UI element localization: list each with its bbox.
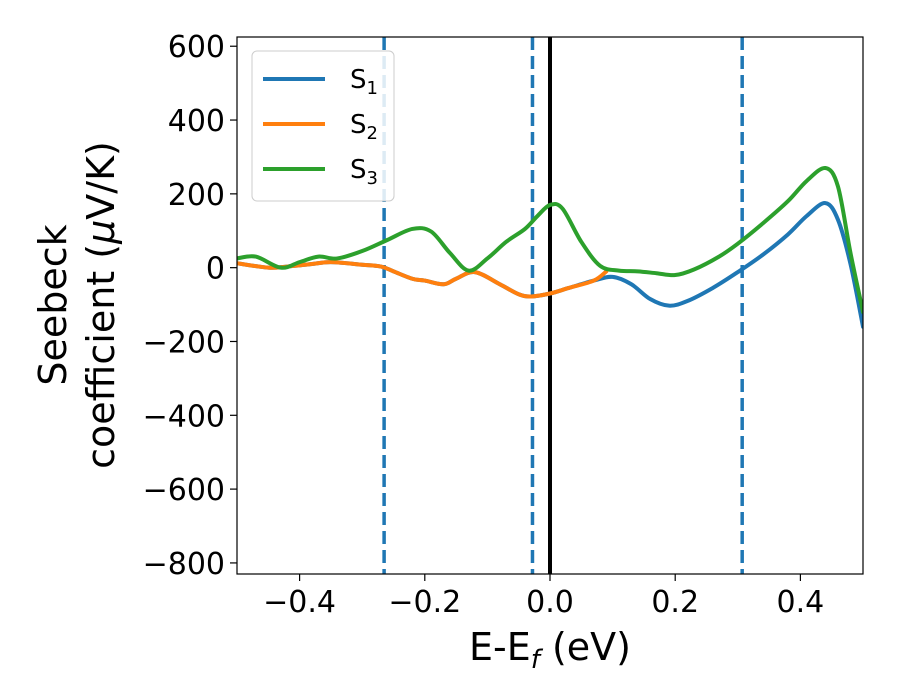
legend-label-base: S xyxy=(350,155,367,185)
y-tick-label: 600 xyxy=(168,30,225,65)
y-tick-label: −400 xyxy=(143,399,225,434)
x-axis-label: E-Ef (eV) xyxy=(469,625,631,675)
x-tick-label: 0.0 xyxy=(526,585,574,620)
legend-label-base: S xyxy=(350,65,367,95)
legend-label-sub: 3 xyxy=(367,168,378,189)
y-axis-label-mu: μ xyxy=(79,220,123,245)
reference-lines xyxy=(382,37,744,574)
legend-label-s1: S1 xyxy=(350,65,378,99)
y-tick-label: 0 xyxy=(206,252,225,287)
y-axis-label-line2: coefficient (μV/K) xyxy=(79,141,123,469)
legend-label-sub: 1 xyxy=(367,78,378,99)
x-axis-label-base: E-E xyxy=(469,625,531,669)
y-tick-label: 200 xyxy=(168,178,225,213)
legend-label-s3: S3 xyxy=(350,155,378,189)
legend-label-s2: S2 xyxy=(350,110,378,144)
x-tick-label: 0.4 xyxy=(777,585,825,620)
x-axis-ticks: −0.4 −0.2 0.0 0.2 0.4 xyxy=(263,574,824,620)
x-tick-label: 0.2 xyxy=(651,585,699,620)
y-tick-label: −600 xyxy=(143,473,225,508)
y-axis-label-tail: V/K) xyxy=(79,141,123,220)
series-line-s2 xyxy=(237,260,609,299)
data-series xyxy=(237,166,863,329)
x-tick-label: −0.2 xyxy=(388,585,461,620)
series-line-s3 xyxy=(237,166,863,314)
y-tick-label: −800 xyxy=(143,547,225,582)
legend-label-base: S xyxy=(350,110,367,140)
y-axis-label-line1: Seebeck xyxy=(31,224,75,385)
y-axis-label-prefix: coefficient ( xyxy=(79,244,123,469)
x-axis-label-tail: (eV) xyxy=(540,625,631,669)
y-tick-label: −200 xyxy=(143,325,225,360)
x-tick-label: −0.4 xyxy=(263,585,336,620)
y-tick-label: 400 xyxy=(168,104,225,139)
y-axis-ticks: 600 400 200 0 −200 −400 −600 −800 xyxy=(143,30,237,582)
legend-label-sub: 2 xyxy=(367,123,378,144)
